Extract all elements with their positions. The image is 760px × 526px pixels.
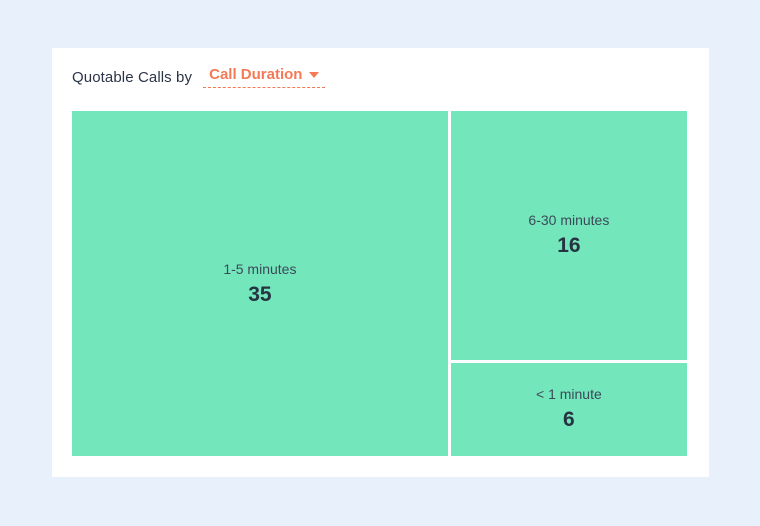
treemap-cell-label: < 1 minute	[536, 386, 602, 403]
treemap-cell-6-30-minutes[interactable]: 6-30 minutes 16	[450, 111, 687, 360]
treemap-cell-1-5-minutes[interactable]: 1-5 minutes 35	[72, 111, 448, 456]
group-by-dropdown-label: Call Duration	[209, 66, 303, 83]
chart-header: Quotable Calls by Call Duration	[72, 65, 326, 89]
treemap-cell-label: 6-30 minutes	[528, 212, 610, 229]
treemap-cell-value: 35	[248, 282, 272, 306]
treemap-cell-value: 6	[563, 408, 575, 432]
treemap: 1-5 minutes 35 6-30 minutes 16 < 1 minut…	[72, 111, 687, 456]
group-by-dropdown[interactable]: Call Duration	[203, 66, 326, 88]
chart-card: Quotable Calls by Call Duration 1-5 minu…	[52, 48, 709, 477]
treemap-cell-label: 1-5 minutes	[223, 260, 297, 277]
treemap-cell-under-1-minute[interactable]: < 1 minute 6	[450, 362, 687, 456]
treemap-cell-value: 16	[557, 234, 581, 258]
caret-down-icon	[309, 71, 320, 78]
chart-title: Quotable Calls by	[72, 68, 193, 86]
